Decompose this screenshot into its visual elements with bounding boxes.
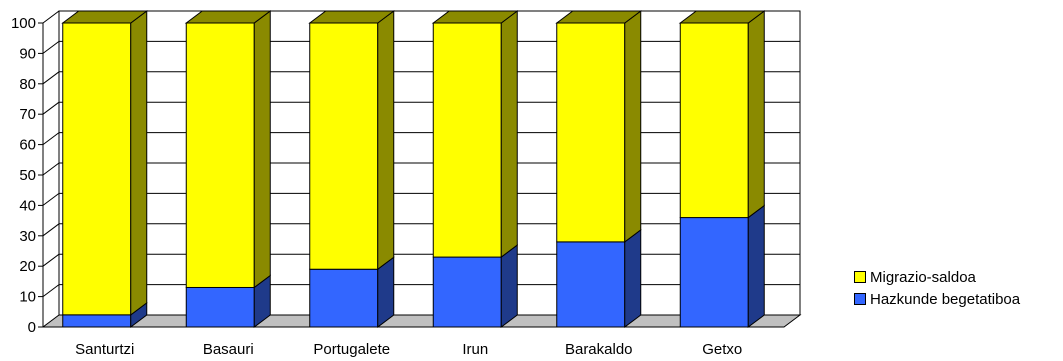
x-tick-label: Getxo xyxy=(702,341,742,358)
bar-side-migrazio-saldoa-irun xyxy=(500,10,518,259)
bar-side-migrazio-saldoa-portugalete xyxy=(377,10,395,271)
x-tick-label: Barakaldo xyxy=(565,341,633,358)
bar-migrazio-saldoa-getxo xyxy=(679,22,749,219)
gridline-side xyxy=(42,192,60,206)
gridline-side xyxy=(42,132,60,146)
bar-side-migrazio-saldoa-getxo xyxy=(747,10,765,219)
legend-label-migrazio: Migrazio-saldoa xyxy=(870,268,976,286)
gridline-side xyxy=(42,284,60,298)
gridline-side xyxy=(42,10,60,24)
gridline-side xyxy=(42,253,60,267)
bar-hazkunde-begetatiboa-santurtzi xyxy=(62,314,132,328)
x-tick-label: Irun xyxy=(462,341,488,358)
bar-top-basauri xyxy=(184,10,272,24)
bar-side-migrazio-saldoa-santurtzi xyxy=(130,10,148,316)
y-tick-label: 70 xyxy=(19,106,36,123)
gridline-side xyxy=(42,41,60,54)
gridline-side xyxy=(42,71,60,85)
bar-migrazio-saldoa-santurtzi xyxy=(62,22,132,316)
bar-side-migrazio-saldoa-barakaldo xyxy=(624,10,642,243)
bar-top-santurtzi xyxy=(61,10,149,24)
bar-side-hazkunde-begetatiboa-barakaldo xyxy=(624,228,642,328)
y-tick-label: 90 xyxy=(19,45,36,62)
bar-hazkunde-begetatiboa-getxo xyxy=(679,217,749,328)
gridline-side xyxy=(42,101,60,115)
legend-item-migrazio: Migrazio-saldoa xyxy=(854,267,976,287)
x-tick-label: Portugalete xyxy=(313,341,390,358)
y-tick-label: 10 xyxy=(19,289,36,306)
y-tick-label: 40 xyxy=(19,197,36,214)
bar-hazkunde-begetatiboa-irun xyxy=(432,256,502,328)
bar-hazkunde-begetatiboa-basauri xyxy=(185,286,255,328)
bar-top-portugalete xyxy=(308,10,396,24)
x-tick-label: Santurtzi xyxy=(75,341,134,358)
bar-hazkunde-begetatiboa-portugalete xyxy=(309,268,379,328)
bar-top-barakaldo xyxy=(555,10,643,24)
legend-swatch-hazkunde xyxy=(854,293,866,305)
y-tick-label: 60 xyxy=(19,137,36,154)
bar-migrazio-saldoa-barakaldo xyxy=(556,22,626,243)
bar-side-hazkunde-begetatiboa-irun xyxy=(500,244,518,328)
axes xyxy=(38,22,44,328)
bar-migrazio-saldoa-irun xyxy=(432,22,502,258)
bar-side-migrazio-saldoa-basauri xyxy=(253,10,271,289)
bars xyxy=(61,10,766,328)
gridline-side xyxy=(42,223,60,237)
legend-label-hazkunde: Hazkunde begetatiboa xyxy=(870,290,1021,308)
y-tick-label: 30 xyxy=(19,228,36,245)
legend: Migrazio-saldoa Hazkunde begetatiboa xyxy=(836,261,1062,317)
legend-item-hazkunde: Hazkunde begetatiboa xyxy=(854,289,1020,309)
x-tick-label: Basauri xyxy=(203,341,254,358)
bar-migrazio-saldoa-basauri xyxy=(185,22,255,288)
y-tick-label: 50 xyxy=(19,167,36,184)
y-tick-label: 80 xyxy=(19,76,36,93)
bar-side-hazkunde-begetatiboa-getxo xyxy=(747,204,765,328)
y-tick-label: 0 xyxy=(28,319,36,336)
bar-top-getxo xyxy=(678,10,766,24)
y-tick-label: 20 xyxy=(19,258,36,275)
bar-top-irun xyxy=(431,10,519,24)
bar-hazkunde-begetatiboa-barakaldo xyxy=(556,241,626,328)
y-tick-label: 100 xyxy=(11,15,36,32)
legend-swatch-migrazio xyxy=(854,271,866,283)
bar-migrazio-saldoa-portugalete xyxy=(309,22,379,270)
y-tick-labels: 0 10 20 30 40 50 60 70 80 90 100 xyxy=(11,15,36,336)
x-tick-labels: Santurtzi Basauri Portugalete Irun Barakaldo… xyxy=(75,341,742,358)
gridline-side xyxy=(42,162,60,176)
